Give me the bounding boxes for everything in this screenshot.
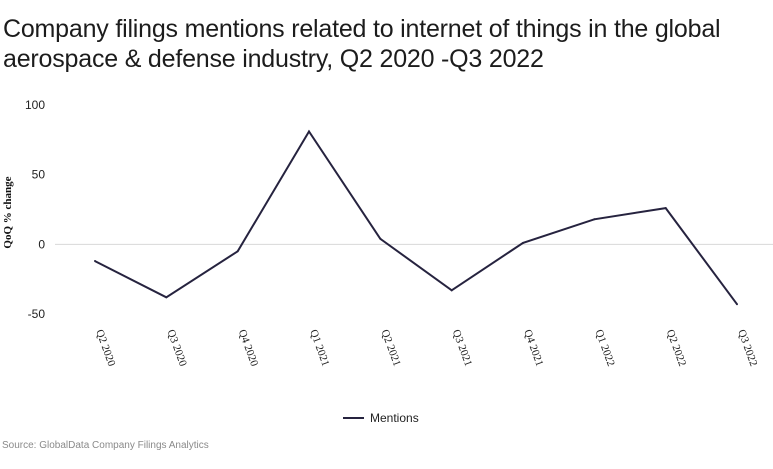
source-note: Source: GlobalData Company Filings Analy… [2, 440, 209, 451]
y-tick-label: 0 [38, 237, 45, 251]
y-tick-label: 50 [32, 168, 46, 182]
y-axis-ticks: 100 50 0 -50 [25, 98, 45, 321]
x-tick-label: Q1 2022 [593, 328, 617, 368]
x-axis-ticks: Q2 2020 Q3 2020 Q4 2020 Q1 2021 Q2 2021 Q3 20… [93, 328, 759, 368]
x-tick-label: Q3 2021 [450, 328, 474, 368]
x-tick-label: Q4 2020 [236, 328, 261, 368]
y-tick-label: 100 [25, 98, 45, 112]
data-point-q2-2020 [94, 260, 96, 263]
data-point-q4-2021 [522, 241, 524, 244]
x-tick-label: Q3 2020 [165, 328, 190, 368]
y-tick-label: -50 [28, 307, 46, 321]
series-points [94, 130, 738, 306]
legend-label-mentions: Mentions [370, 411, 419, 425]
x-tick-label: Q2 2022 [664, 328, 688, 368]
data-point-q1-2022 [593, 218, 596, 221]
data-point-q1-2021 [308, 130, 310, 133]
x-tick-label: Q2 2020 [93, 328, 118, 368]
data-point-q3-2020 [165, 296, 168, 299]
x-tick-label: Q4 2021 [521, 328, 545, 368]
data-point-q2-2022 [664, 207, 667, 210]
data-point-q3-2022 [736, 303, 738, 306]
y-axis-label: QoQ % change [2, 176, 14, 248]
x-tick-label: Q3 2022 [735, 328, 759, 368]
chart-title: Company filings mentions related to inte… [3, 15, 721, 73]
data-point-q3-2021 [450, 289, 453, 292]
x-tick-label: Q1 2021 [307, 328, 331, 368]
series-line-mentions [94, 129, 738, 305]
legend[interactable]: Mentions [343, 411, 419, 425]
data-point-q4-2020 [236, 250, 239, 253]
data-point-q2-2021 [379, 237, 382, 240]
x-tick-label: Q2 2021 [379, 328, 403, 368]
